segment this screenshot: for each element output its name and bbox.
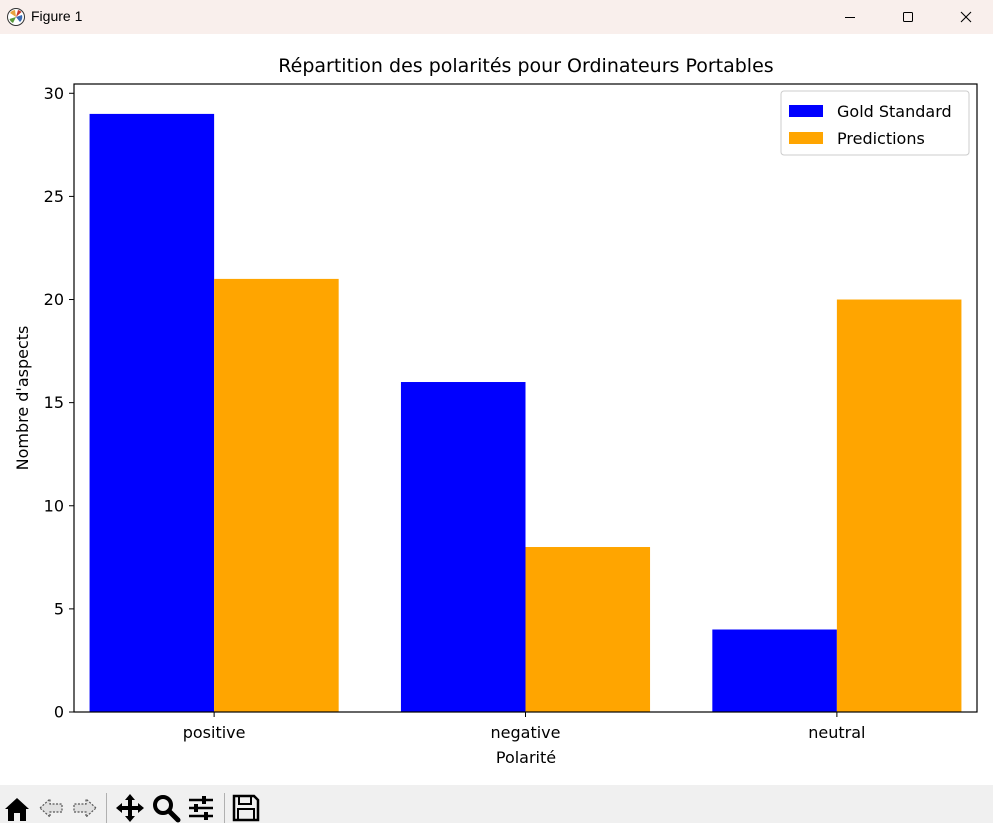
x-axis-label: Polarité bbox=[496, 748, 556, 767]
save-icon[interactable] bbox=[231, 793, 261, 823]
y-tick-label: 5 bbox=[54, 599, 64, 618]
toolbar-separator bbox=[106, 793, 107, 823]
pan-move-icon[interactable] bbox=[115, 793, 145, 823]
x-axis-ticks: positive negative neutral bbox=[183, 712, 865, 742]
bars-group bbox=[89, 113, 962, 712]
home-icon[interactable] bbox=[2, 793, 32, 823]
legend-swatch-predictions bbox=[789, 132, 823, 144]
legend: Gold Standard Predictions bbox=[780, 90, 970, 156]
back-arrow-icon[interactable] bbox=[36, 793, 66, 823]
x-tick-label-neutral: neutral bbox=[808, 723, 865, 742]
legend-label-predictions: Predictions bbox=[837, 129, 925, 148]
close-icon bbox=[960, 11, 972, 23]
bar-predictions-negative bbox=[525, 547, 651, 712]
toolbar-separator bbox=[224, 793, 225, 823]
legend-swatch-gold-standard bbox=[789, 105, 823, 117]
y-tick-label: 0 bbox=[54, 703, 64, 722]
y-tick-label: 15 bbox=[44, 393, 64, 412]
chart-title: Répartition des polarités pour Ordinateu… bbox=[278, 55, 773, 77]
y-tick-label: 10 bbox=[44, 496, 64, 515]
zoom-magnifier-icon[interactable] bbox=[151, 793, 181, 823]
y-tick-label: 30 bbox=[44, 84, 64, 103]
navigation-toolbar bbox=[0, 785, 993, 823]
forward-arrow-icon[interactable] bbox=[70, 793, 100, 823]
figure-canvas[interactable]: Répartition des polarités pour Ordinateu… bbox=[0, 34, 993, 785]
legend-label-gold-standard: Gold Standard bbox=[837, 102, 952, 121]
window-title: Figure 1 bbox=[31, 8, 83, 24]
bar-predictions-neutral bbox=[836, 299, 962, 712]
x-tick-label-positive: positive bbox=[183, 723, 246, 742]
y-axis-label: Nombre d'aspects bbox=[13, 326, 32, 471]
minimize-button[interactable] bbox=[821, 0, 879, 34]
y-tick-label: 25 bbox=[44, 187, 64, 206]
title-bar: Figure 1 bbox=[0, 0, 993, 34]
minimize-icon bbox=[845, 17, 855, 18]
y-axis-ticks: 0 5 10 15 20 25 30 bbox=[44, 84, 74, 722]
legend-frame bbox=[780, 90, 970, 156]
matplotlib-figure-icon bbox=[7, 8, 25, 26]
y-tick-label: 20 bbox=[44, 290, 64, 309]
bar-chart: Répartition des polarités pour Ordinateu… bbox=[13, 55, 978, 767]
close-button[interactable] bbox=[937, 0, 993, 34]
configure-subplots-icon[interactable] bbox=[186, 793, 216, 823]
bar-gold-standard-positive bbox=[89, 113, 215, 712]
maximize-icon bbox=[903, 12, 913, 22]
bar-predictions-positive bbox=[214, 278, 339, 712]
bar-gold-standard-negative bbox=[400, 382, 526, 712]
x-tick-label-negative: negative bbox=[491, 723, 561, 742]
maximize-button[interactable] bbox=[879, 0, 937, 34]
bar-gold-standard-neutral bbox=[712, 629, 837, 712]
